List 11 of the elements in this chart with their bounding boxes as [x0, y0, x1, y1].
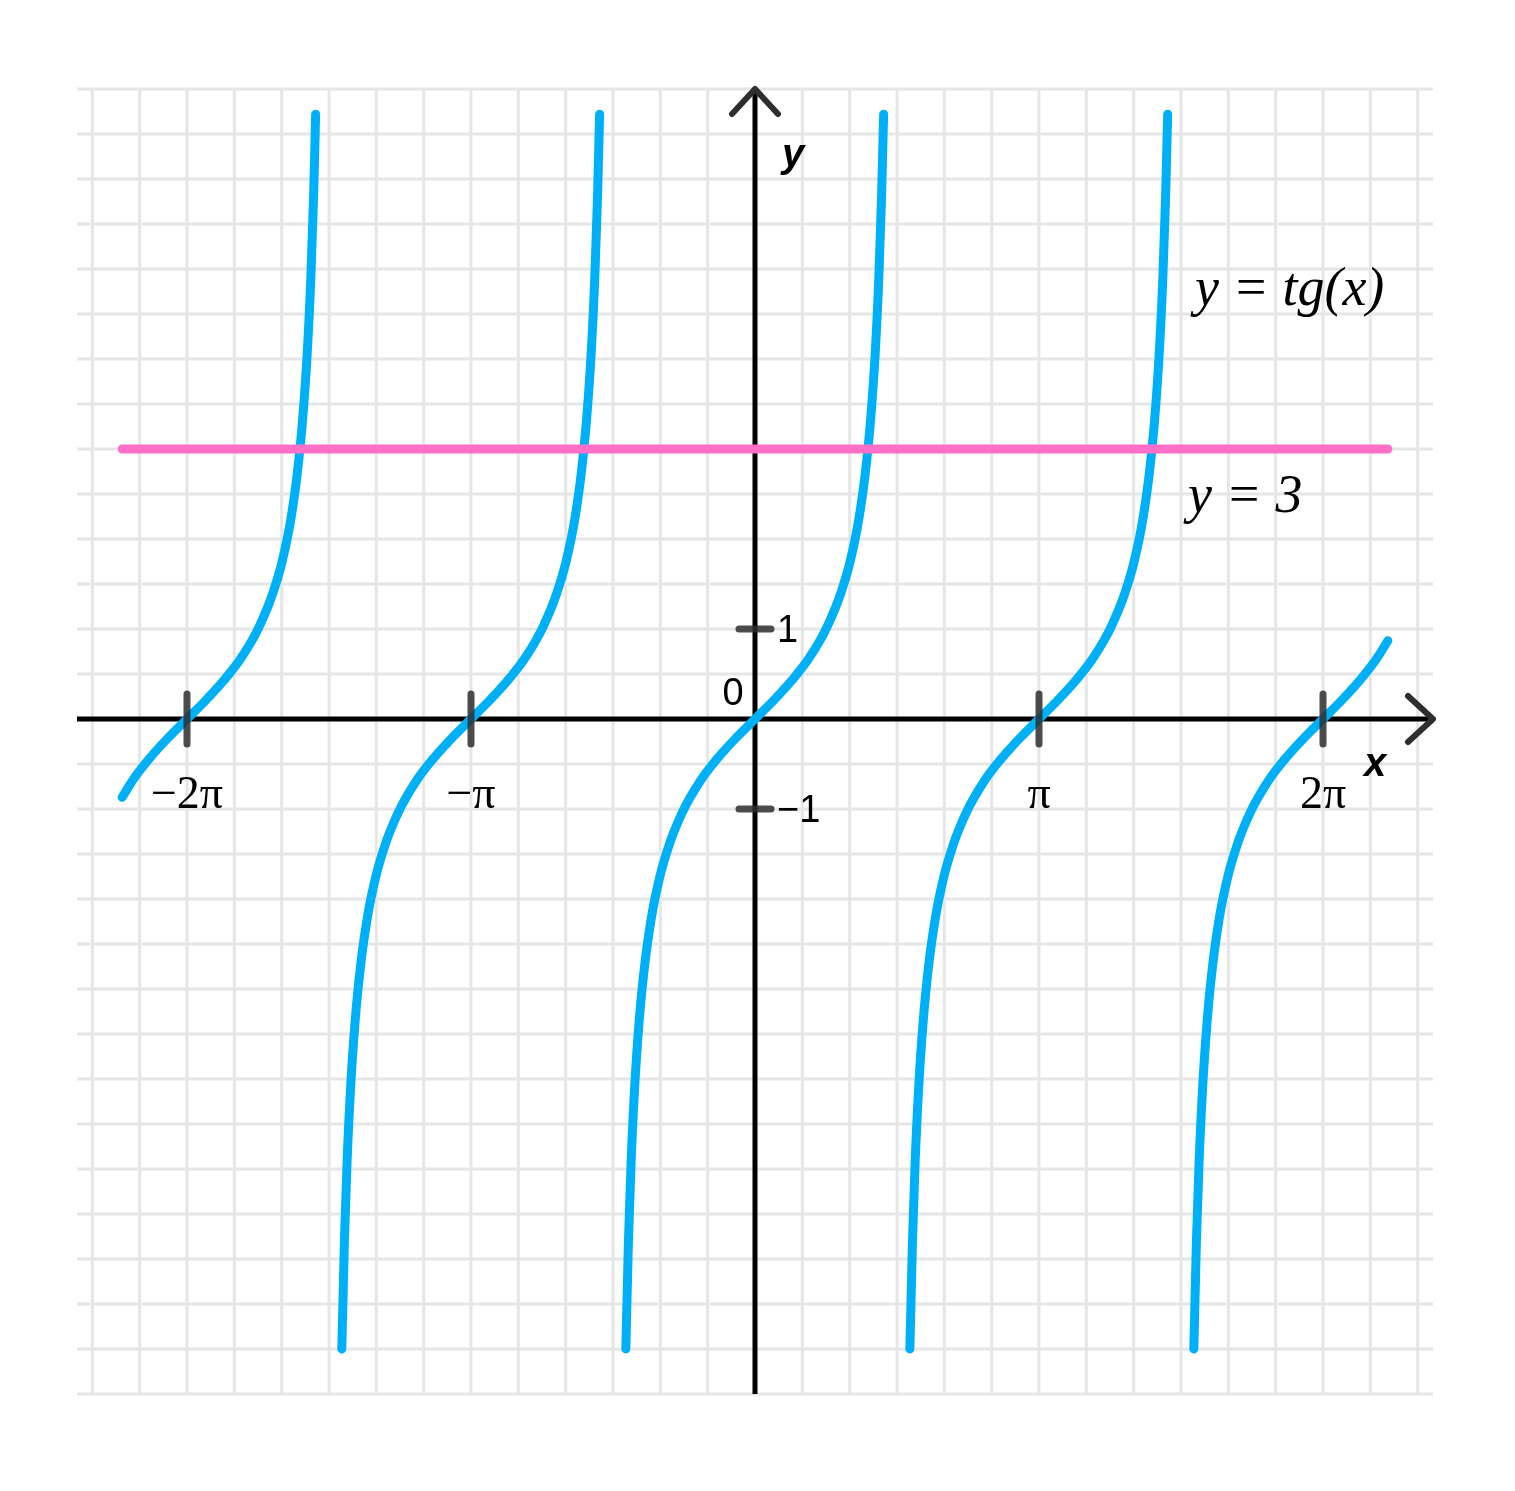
series-label: y = tg(x)	[1190, 257, 1385, 317]
series-label: y = 3	[1183, 464, 1303, 524]
x-tick-label: π	[1027, 767, 1051, 818]
y-tick-label: −1	[777, 788, 821, 830]
x-tick-label: −2π	[150, 767, 224, 818]
x-tick-label: −π	[446, 767, 496, 818]
y-tick-label: 1	[777, 608, 799, 650]
y-axis-title: y	[779, 131, 806, 175]
annotation: 0	[722, 671, 744, 713]
x-tick-label: 2π	[1299, 767, 1347, 818]
x-axis-title: x	[1361, 740, 1388, 784]
